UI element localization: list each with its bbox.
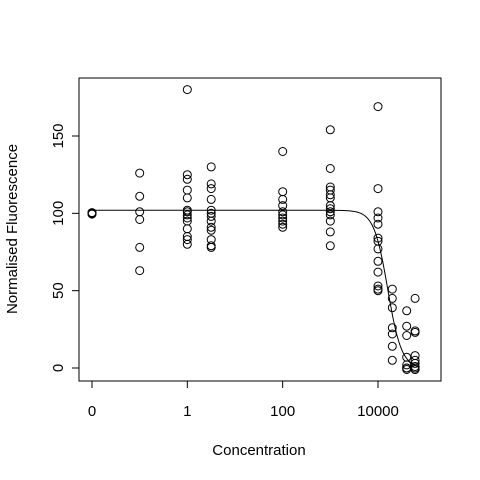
data-point — [278, 210, 288, 220]
data-point — [410, 293, 420, 303]
data-point — [182, 235, 192, 245]
data-point — [135, 191, 145, 201]
data-point — [135, 242, 145, 252]
data-point — [325, 125, 335, 135]
data-point — [373, 207, 383, 217]
data-point — [410, 365, 420, 374]
data-points — [87, 85, 420, 374]
data-point — [206, 225, 216, 235]
data-point — [387, 341, 397, 351]
y-tick-label: 0 — [50, 364, 67, 372]
y-tick-label: 50 — [50, 282, 67, 299]
data-point — [387, 284, 397, 294]
data-point — [182, 85, 192, 95]
data-point — [373, 267, 383, 277]
data-point — [325, 201, 335, 211]
data-point — [278, 201, 288, 211]
data-point — [373, 213, 383, 223]
data-point — [325, 241, 335, 251]
data-point — [410, 351, 420, 361]
data-point — [135, 207, 145, 217]
data-point — [387, 293, 397, 303]
data-point — [135, 215, 145, 224]
data-point — [387, 323, 397, 333]
data-point — [325, 190, 335, 200]
data-point — [387, 355, 397, 365]
data-point — [206, 194, 216, 204]
fit-curve — [92, 209, 416, 366]
data-point — [206, 184, 216, 194]
data-point — [373, 286, 383, 296]
data-point — [182, 170, 192, 180]
x-tick-label: 10000 — [357, 403, 399, 420]
data-point — [278, 147, 288, 156]
data-point — [135, 168, 145, 178]
data-point — [278, 216, 288, 226]
data-point — [87, 208, 97, 218]
data-point — [135, 266, 145, 276]
data-point — [278, 219, 288, 229]
data-point — [325, 207, 335, 217]
data-point — [278, 187, 288, 197]
y-tick-label: 150 — [50, 123, 67, 148]
data-point — [373, 244, 383, 254]
data-point — [206, 162, 216, 172]
data-point — [373, 102, 383, 112]
data-point — [325, 210, 335, 220]
data-point — [402, 331, 412, 340]
data-point — [278, 213, 288, 223]
data-point — [206, 211, 216, 221]
data-point — [206, 179, 216, 189]
x-tick-label: 100 — [270, 403, 295, 420]
y-tick-label: 100 — [50, 201, 67, 226]
data-point — [182, 207, 192, 217]
plot-frame — [78, 77, 442, 382]
data-point — [182, 185, 192, 195]
data-point — [402, 321, 412, 331]
y-axis: 0 50 100 150 — [50, 123, 80, 372]
y-axis-label: Normalised Fluorescence — [4, 144, 21, 314]
data-point — [387, 303, 397, 313]
data-point — [182, 239, 192, 249]
data-point — [387, 329, 397, 339]
data-point — [325, 227, 335, 237]
data-point — [278, 207, 288, 217]
data-point — [206, 216, 216, 226]
data-point — [278, 222, 288, 232]
data-point — [325, 204, 335, 214]
data-point — [402, 360, 412, 370]
data-point — [325, 164, 335, 173]
data-point — [402, 306, 412, 316]
x-tick-label: 0 — [88, 403, 96, 420]
data-point — [182, 210, 192, 220]
data-point — [373, 219, 383, 229]
data-point — [278, 194, 288, 204]
data-point — [206, 242, 216, 252]
data-point — [206, 222, 216, 232]
data-point — [373, 184, 383, 194]
x-axis: 0 1 100 10000 — [88, 380, 399, 420]
data-point — [325, 216, 335, 226]
data-point — [410, 327, 420, 337]
data-point — [373, 281, 383, 291]
x-axis-label: Concentration — [212, 442, 305, 459]
data-point — [182, 224, 192, 234]
data-point — [182, 213, 192, 223]
x-tick-label: 1 — [183, 403, 191, 420]
data-point — [182, 193, 192, 203]
data-point — [182, 174, 192, 184]
data-point — [373, 256, 383, 266]
